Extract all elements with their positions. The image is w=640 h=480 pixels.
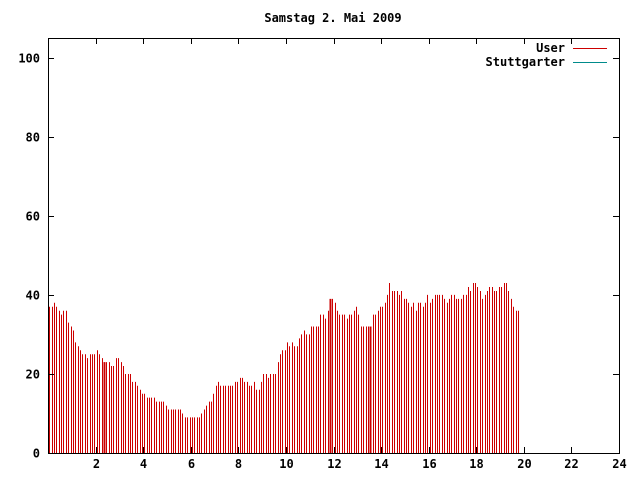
plot-frame — [48, 38, 620, 454]
legend-label: Stuttgarter — [486, 55, 565, 69]
x-tick-label: 14 — [374, 457, 388, 471]
y-tick-label: 0 — [33, 447, 40, 461]
x-tick-label: 12 — [327, 457, 341, 471]
x-tick-label: 4 — [140, 457, 147, 471]
y-tick-label: 40 — [26, 289, 40, 303]
y-tick-label: 100 — [18, 52, 40, 66]
x-tick-label: 10 — [279, 457, 293, 471]
legend-label: User — [536, 41, 565, 55]
bar-group — [49, 283, 519, 453]
x-tick-label: 24 — [612, 457, 626, 471]
y-tick-label: 20 — [26, 368, 40, 382]
x-tick-label: 20 — [517, 457, 531, 471]
x-tick-label: 8 — [235, 457, 242, 471]
y-tick-label: 80 — [26, 131, 40, 145]
x-tick-label: 18 — [469, 457, 483, 471]
x-tick-label: 22 — [564, 457, 578, 471]
x-tick-label: 2 — [93, 457, 100, 471]
chart-title: Samstag 2. Mai 2009 — [264, 11, 401, 25]
x-tick-label: 6 — [188, 457, 195, 471]
x-tick-label: 16 — [422, 457, 436, 471]
y-tick-label: 60 — [26, 210, 40, 224]
